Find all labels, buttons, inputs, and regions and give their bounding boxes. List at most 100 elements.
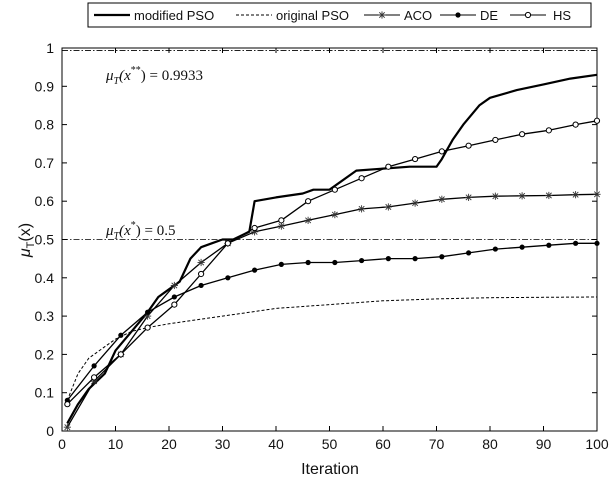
x-tick-label: 0	[58, 436, 66, 452]
legend-label-original-pso: original PSO	[276, 8, 349, 23]
data-point-hs	[198, 270, 205, 278]
data-point-hs	[412, 155, 419, 163]
x-tick-label: 60	[375, 436, 391, 452]
data-point-hs	[492, 136, 499, 144]
legend-box	[87, 2, 592, 28]
y-tick-label: 0.5	[35, 232, 55, 248]
star-stroke	[492, 193, 499, 200]
star-stroke	[412, 200, 419, 207]
data-point-aco	[277, 222, 285, 230]
data-point-hs	[224, 240, 231, 247]
data-point-hs	[438, 148, 445, 155]
data-point-aco	[491, 192, 499, 200]
star-stroke	[465, 194, 472, 201]
data-point-hs	[358, 175, 365, 182]
data-point-de	[252, 267, 258, 273]
data-point-hs	[572, 121, 579, 128]
star-stroke	[358, 205, 365, 212]
legend-label-de: DE	[480, 8, 498, 23]
data-point-aco	[331, 211, 339, 219]
y-tick-label: 0.2	[35, 346, 55, 362]
star-stroke	[545, 192, 552, 199]
star-stroke	[64, 424, 71, 431]
series-group	[63, 73, 601, 431]
data-point-aco	[358, 205, 366, 213]
y-tick-label: 0.3	[35, 308, 55, 324]
y-tick-label: 0.9	[35, 78, 55, 94]
data-point-de	[546, 242, 552, 248]
data-point-de	[305, 259, 311, 266]
series-markers-de	[64, 240, 600, 403]
star-stroke	[572, 191, 579, 198]
tick-group: 0 10 20 30 40 50 60 70 80 90 100 0 0.1 0.2 0.3 0.4 0.5 0.…	[35, 40, 609, 452]
data-point-hs	[593, 117, 601, 124]
data-point-aco	[518, 192, 526, 200]
y-tick-label: 0.6	[35, 193, 55, 209]
legend-marker-aco	[378, 11, 386, 19]
star-stroke	[519, 192, 526, 199]
data-point-de	[145, 309, 151, 315]
x-tick-label: 40	[268, 436, 284, 452]
legend: modified PSO original PSO ACO DE HS	[87, 2, 592, 28]
data-point-hs	[545, 127, 552, 134]
data-point-de	[594, 240, 600, 246]
data-point-hs	[465, 142, 472, 149]
data-point-hs	[91, 374, 98, 381]
data-point-hs	[278, 217, 285, 224]
data-point-de	[492, 246, 498, 252]
reference-lines	[62, 50, 597, 240]
data-point-de	[573, 240, 579, 246]
data-point-de	[439, 254, 445, 260]
x-axis-label: Iteration	[301, 461, 359, 478]
legend-marker-hs	[524, 11, 532, 19]
legend-marker-de	[455, 12, 461, 18]
star-stroke	[438, 196, 445, 203]
x-tick-label: 100	[585, 436, 609, 452]
data-point-de	[91, 363, 97, 369]
data-point-hs	[331, 186, 338, 193]
y-tick-label: 0.7	[35, 155, 55, 171]
series-line-original-pso	[66, 296, 598, 401]
x-tick-label: 30	[215, 436, 231, 452]
data-point-de	[412, 256, 418, 262]
data-point-hs	[305, 198, 312, 205]
data-point-aco	[545, 191, 553, 200]
legend-star-marker	[378, 11, 386, 19]
data-point-aco	[170, 281, 178, 290]
data-point-de	[519, 244, 525, 250]
data-point-aco	[465, 193, 473, 201]
y-tick-label: 0.8	[35, 117, 55, 133]
annotation-upper: μT(x**) = 0.9933	[105, 65, 203, 87]
star-stroke	[305, 217, 312, 224]
star-stroke	[198, 259, 205, 266]
data-point-de	[198, 282, 204, 289]
star-stroke	[331, 211, 338, 218]
data-point-aco	[304, 216, 312, 224]
data-point-hs	[385, 163, 392, 170]
data-point-aco	[197, 258, 205, 267]
data-point-hs	[251, 224, 258, 232]
data-point-hs	[171, 301, 178, 308]
star-stroke	[385, 203, 392, 210]
data-point-aco	[572, 191, 580, 199]
data-point-aco	[384, 203, 392, 211]
data-point-de	[171, 294, 177, 300]
star-stroke	[171, 282, 178, 289]
star-stroke	[144, 313, 151, 320]
data-point-de	[466, 250, 472, 256]
data-point-hs	[519, 131, 526, 138]
data-point-aco	[63, 423, 71, 431]
star-stroke	[278, 223, 285, 230]
annotation-lower: μT(x*) = 0.5	[105, 220, 175, 242]
x-tick-label: 70	[429, 436, 445, 452]
data-point-aco	[411, 199, 419, 207]
data-point-hs	[64, 401, 71, 408]
x-tick-label: 80	[482, 436, 498, 452]
data-point-hs	[144, 324, 151, 331]
data-point-aco	[593, 190, 601, 198]
data-point-de	[359, 257, 365, 264]
data-point-de	[332, 259, 338, 266]
y-tick-label: 0	[46, 423, 54, 439]
data-point-de	[118, 332, 124, 338]
x-tick-label: 10	[108, 436, 124, 452]
